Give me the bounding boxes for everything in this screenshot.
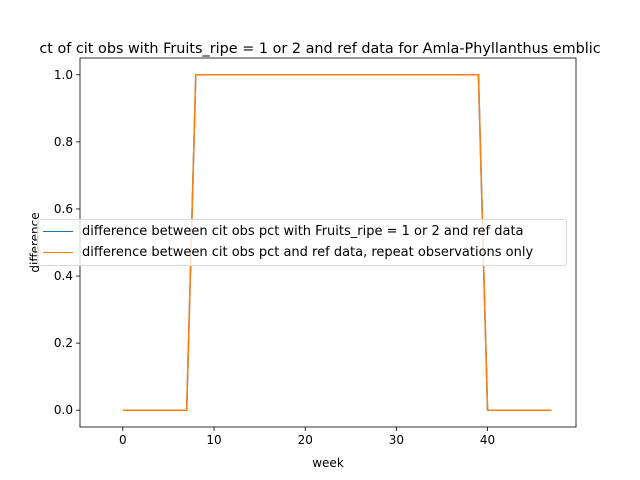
y-tick-label: 0.8 (54, 135, 73, 149)
legend-swatch-1 (43, 231, 73, 232)
legend-item-2: difference between cit obs pct and ref d… (38, 243, 566, 263)
y-tick-label: 0.4 (54, 269, 73, 283)
legend-swatch-2 (43, 252, 73, 253)
x-tick-label: 10 (206, 433, 221, 447)
x-tick-label: 20 (298, 433, 313, 447)
y-tick-label: 0.2 (54, 336, 73, 350)
series-layer (122, 74, 552, 411)
y-tick-label: 0.6 (54, 202, 73, 216)
legend: difference between cit obs pct with Frui… (37, 219, 567, 266)
x-tick-label: 30 (389, 433, 404, 447)
axis-layer: 0 10 20 30 40 0.0 0.2 0.4 0.6 0.8 1.0 (54, 68, 495, 447)
series-line-2 (122, 74, 552, 411)
legend-label-1: difference between cit obs pct with Frui… (82, 224, 524, 239)
x-tick-label: 40 (480, 433, 495, 447)
x-axis-label: week (312, 456, 344, 470)
x-tick-label: 0 (119, 433, 127, 447)
legend-label-2: difference between cit obs pct and ref d… (82, 245, 534, 260)
y-tick-label: 1.0 (54, 68, 73, 82)
y-tick-label: 0.0 (54, 403, 73, 417)
chart-title: ct of cit obs with Fruits_ripe = 1 or 2 … (39, 41, 600, 57)
legend-item-1: difference between cit obs pct with Frui… (38, 222, 566, 242)
